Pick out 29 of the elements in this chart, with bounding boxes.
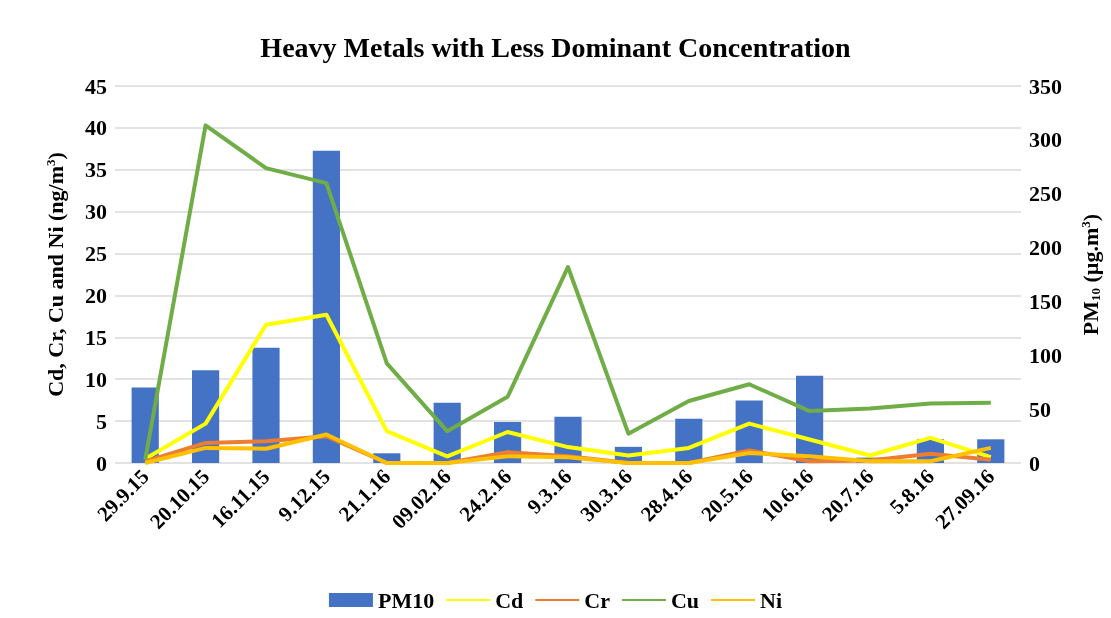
y2-tick-label: 300 xyxy=(1029,127,1062,153)
y-tick-label: 0 xyxy=(96,450,107,476)
y-tick-label: 10 xyxy=(85,366,107,392)
y2-tick-label: 0 xyxy=(1029,450,1040,476)
y-tick-label: 20 xyxy=(85,282,107,308)
legend-label: PM10 xyxy=(377,587,435,613)
y2-tick-label: 350 xyxy=(1029,73,1062,99)
legend-label: Cu xyxy=(670,587,700,613)
y-tick-label: 15 xyxy=(85,324,107,350)
y2-tick-label: 200 xyxy=(1029,235,1062,261)
y2-axis-title: PM10 (µg.m3) xyxy=(1078,213,1103,336)
y-tick-label: 5 xyxy=(96,408,107,434)
y-tick-label: 25 xyxy=(85,241,107,267)
y-axis-title: Cd, Cr, Cu and Ni (ng/m3) xyxy=(43,152,68,397)
y-tick-label: 30 xyxy=(85,199,107,225)
y2-tick-label: 250 xyxy=(1029,181,1062,207)
y2-tick-label: 150 xyxy=(1029,288,1062,314)
legend-label: Cd xyxy=(495,587,524,613)
legend-label: Ni xyxy=(760,587,783,613)
bar xyxy=(252,347,280,463)
y2-tick-label: 50 xyxy=(1029,396,1051,422)
y-tick-label: 40 xyxy=(85,115,107,141)
bar xyxy=(312,150,340,463)
y-tick-label: 35 xyxy=(85,157,107,183)
y2-tick-label: 100 xyxy=(1029,342,1062,368)
legend-label: Cr xyxy=(584,587,611,613)
line-series xyxy=(143,123,993,462)
chart-title: Heavy Metals with Less Dominant Concentration xyxy=(260,31,852,63)
y-tick-label: 45 xyxy=(85,73,107,99)
